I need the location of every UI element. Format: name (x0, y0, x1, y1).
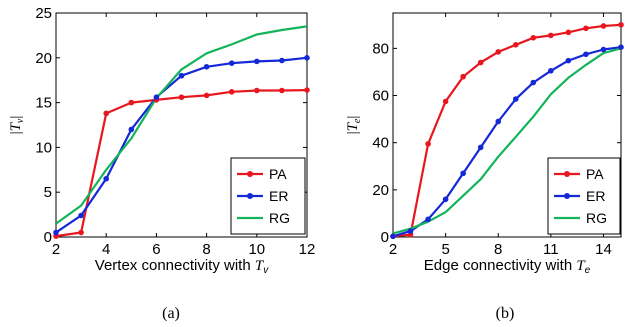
chart0-series-pa-point (78, 229, 84, 236)
chart1-xtick-label: 2 (389, 241, 397, 258)
chart1-legend-label-pa: PA (586, 166, 604, 182)
chart1-series-pa-point (442, 98, 449, 105)
chart1-series-pa-point (460, 73, 466, 80)
chart1-ytick-label: 20 (372, 182, 389, 199)
panel-a: 2 4 6 8 10 12 0 5 10 15 20 25 |Tv| Vertex connectivit… (8, 5, 315, 322)
chart0-xlabel: Vertex connectivity with Tv (95, 257, 269, 276)
chart1-series-pa-line (393, 23, 621, 237)
chart0-ylabel: |Tv| (8, 116, 26, 135)
chart1-ytick-label: 60 (372, 88, 389, 105)
chart0-series-er-point (253, 58, 260, 65)
chart0-caption: (a) (162, 305, 180, 322)
chart0-legend-label-pa: PA (269, 166, 287, 182)
chart0-series-er-point (203, 63, 210, 70)
chart0-series-er-point (279, 57, 285, 64)
chart1-series-er-line (393, 46, 621, 237)
chart0-series-er-point (178, 72, 185, 79)
chart0-series-er-point (78, 212, 84, 219)
chart0-series-pa-point (279, 87, 285, 94)
chart0-series-pa-point (203, 92, 210, 99)
chart0-series-pa-point (304, 87, 310, 93)
chart0-ytick-label: 20 (35, 50, 52, 67)
chart1-xtick-label: 14 (595, 241, 612, 258)
chart1-series-er-point (390, 233, 396, 240)
chart0-legend-label-rg: RG (269, 210, 290, 226)
chart0-series-er-point (228, 60, 235, 66)
chart1-series-pa-point (618, 21, 624, 28)
chart1-series-er-point (512, 96, 519, 102)
chart0-xtick-label: 4 (102, 241, 110, 258)
chart1-series-er-point (477, 144, 484, 151)
chart1-series-er-point (495, 118, 502, 125)
chart1-series-er-point (530, 79, 537, 86)
chart1-series-er-point (407, 228, 414, 234)
chart1-series-er-point (600, 46, 607, 53)
chart1-series-pa-point (512, 42, 519, 48)
chart1-series-pa-point (548, 32, 554, 39)
chart0-series-er-point (53, 229, 59, 236)
chart1-ytick-label: 0 (381, 229, 389, 246)
chart1-series-rg-line (393, 47, 621, 235)
chart0-series-pa-point (178, 94, 185, 101)
chart1-series-pa-point (477, 59, 484, 66)
chart1-series-pa-point (530, 34, 537, 41)
chart1-series-er-point (583, 51, 589, 58)
chart1-xtick-label: 11 (543, 241, 559, 258)
chart0-series-rg-line (56, 25, 307, 225)
chart0-ytick-label: 15 (35, 95, 52, 112)
chart0-series-pa-point (103, 110, 109, 117)
chart0-xtick-label: 8 (202, 241, 210, 258)
chart0-ytick-label: 0 (44, 229, 52, 246)
chart1-ylabel: |Te| (345, 116, 363, 135)
chart1-series-pa-point (600, 23, 607, 29)
chart0-series-er-point (153, 94, 160, 101)
chart1-ytick-label: 80 (372, 40, 389, 57)
chart1-legend-marker-pa (564, 171, 570, 177)
chart1-series-pa-point (583, 25, 589, 32)
chart0-legend-box (230, 157, 306, 235)
chart0-xtick-label: 2 (52, 241, 60, 258)
chart0-series-pa-point (128, 99, 135, 106)
chart1-caption: (b) (496, 305, 515, 322)
chart0-xtick-label: 12 (299, 241, 316, 258)
chart1-series-er-point (460, 170, 466, 177)
chart1-legend-label-rg: RG (586, 210, 607, 226)
chart1-series-er-point (618, 44, 624, 50)
chart1-series-er-point (565, 57, 572, 64)
chart0-series-er-point (103, 175, 109, 182)
chart1-xtick-label: 8 (494, 241, 502, 258)
chart0-series-er-point (304, 55, 310, 61)
chart0-legend-label-er: ER (269, 188, 288, 204)
chart1-xlabel: Edge connectivity with Te (424, 257, 591, 276)
chart0-xtick-label: 10 (248, 241, 265, 258)
chart0-ytick-label: 10 (35, 139, 52, 156)
chart1-series-er-point (548, 67, 554, 74)
chart0-legend-marker-er (247, 193, 253, 199)
chart0-legend-marker-pa (247, 171, 253, 177)
chart1-series-pa-point (565, 29, 572, 36)
chart1-data-layer (393, 23, 621, 237)
chart0-ytick-label: 25 (35, 5, 52, 22)
chart1-ytick-label: 40 (372, 135, 389, 152)
chart1-series-er-point (442, 196, 449, 203)
chart0-series-er-point (128, 126, 135, 133)
chart0-series-pa-point (253, 87, 260, 94)
panel-b: 2 5 8 11 14 0 20 40 60 80 |Te| Edge connectivity wi… (345, 12, 624, 322)
chart1-legend-marker-er (564, 193, 570, 199)
chart1-series-pa-point (425, 141, 431, 147)
chart0-series-pa-point (228, 89, 235, 95)
chart0-ytick-label: 5 (44, 184, 52, 201)
chart1-series-er-point (425, 216, 431, 223)
chart0-xtick-label: 6 (152, 241, 160, 258)
chart1-xtick-label: 5 (441, 241, 449, 258)
chart1-legend-label-er: ER (586, 188, 605, 204)
chart1-series-pa-point (495, 49, 502, 55)
